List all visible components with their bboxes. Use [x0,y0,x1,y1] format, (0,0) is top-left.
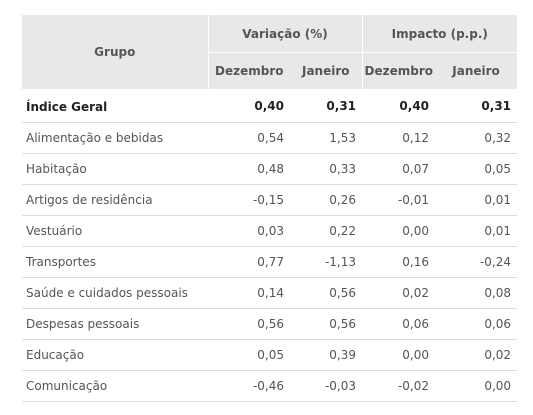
table-row: Educação 0,05 0,39 0,00 0,02 [22,339,518,371]
header-variacao: Variação (%) [208,15,363,53]
row-impacto-dezembro: 0,06 [362,308,436,340]
table-row: Vestuário 0,03 0,22 0,00 0,01 [22,215,518,247]
row-variacao-janeiro: -0,03 [290,370,363,402]
row-group-name: Saúde e cuidados pessoais [22,277,208,309]
row-variacao-janeiro: 0,22 [290,215,363,247]
row-impacto-dezembro: 0,07 [362,153,436,185]
row-variacao-janeiro: 1,53 [290,122,363,154]
table-row: Despesas pessoais 0,56 0,56 0,06 0,06 [22,308,518,340]
row-group-name: Índice Geral [22,89,208,123]
ipca-table: Grupo Variação (%) Impacto (p.p.) Dezemb… [22,15,518,402]
header-impacto-janeiro: Janeiro [435,52,518,89]
row-variacao-dezembro: -0,46 [208,370,290,402]
row-group-name: Despesas pessoais [22,308,208,340]
table-body: Índice Geral 0,40 0,31 0,40 0,31 Aliment… [22,89,518,402]
row-impacto-janeiro: 0,08 [435,277,518,309]
row-variacao-dezembro: -0,15 [208,184,290,216]
table-row: Saúde e cuidados pessoais 0,14 0,56 0,02… [22,277,518,309]
row-variacao-janeiro: 0,39 [290,339,363,371]
row-impacto-janeiro: 0,31 [435,89,518,123]
row-variacao-dezembro: 0,05 [208,339,290,371]
row-impacto-dezembro: -0,01 [362,184,436,216]
row-impacto-janeiro: 0,01 [435,215,518,247]
row-variacao-dezembro: 0,03 [208,215,290,247]
table-header: Grupo Variação (%) Impacto (p.p.) Dezemb… [22,15,518,90]
row-variacao-dezembro: 0,77 [208,246,290,278]
row-group-name: Artigos de residência [22,184,208,216]
row-impacto-janeiro: 0,02 [435,339,518,371]
row-group-name: Transportes [22,246,208,278]
row-impacto-janeiro: 0,06 [435,308,518,340]
row-variacao-janeiro: 0,33 [290,153,363,185]
table-row: Alimentação e bebidas 0,54 1,53 0,12 0,3… [22,122,518,154]
row-variacao-janeiro: -1,13 [290,246,363,278]
table-row: Habitação 0,48 0,33 0,07 0,05 [22,153,518,185]
header-impacto-dezembro: Dezembro [361,52,436,89]
row-impacto-dezembro: 0,40 [362,89,436,123]
row-variacao-janeiro: 0,26 [290,184,363,216]
row-impacto-dezembro: -0,02 [362,370,436,402]
row-impacto-dezembro: 0,02 [362,277,436,309]
row-impacto-dezembro: 0,16 [362,246,436,278]
row-variacao-janeiro: 0,56 [290,308,363,340]
row-variacao-dezembro: 0,48 [208,153,290,185]
row-impacto-dezembro: 0,12 [362,122,436,154]
row-impacto-dezembro: 0,00 [362,215,436,247]
row-group-name: Vestuário [22,215,208,247]
row-impacto-janeiro: 0,32 [435,122,518,154]
table-row: Comunicação -0,46 -0,03 -0,02 0,00 [22,370,518,402]
row-variacao-dezembro: 0,56 [208,308,290,340]
header-variacao-dezembro: Dezembro [208,52,290,89]
header-variacao-janeiro: Janeiro [290,52,363,89]
ipca-table-container: Grupo Variação (%) Impacto (p.p.) Dezemb… [22,15,518,402]
row-variacao-dezembro: 0,40 [208,89,290,123]
row-group-name: Habitação [22,153,208,185]
row-impacto-janeiro: -0,24 [435,246,518,278]
row-impacto-janeiro: 0,00 [435,370,518,402]
row-variacao-dezembro: 0,54 [208,122,290,154]
row-variacao-janeiro: 0,31 [290,89,363,123]
row-group-name: Alimentação e bebidas [22,122,208,154]
row-group-name: Educação [22,339,208,371]
table-row: Índice Geral 0,40 0,31 0,40 0,31 [22,89,518,123]
table-row: Transportes 0,77 -1,13 0,16 -0,24 [22,246,518,278]
header-impacto: Impacto (p.p.) [361,15,518,53]
row-variacao-dezembro: 0,14 [208,277,290,309]
header-grupo: Grupo [22,15,209,90]
table-row: Artigos de residência -0,15 0,26 -0,01 0… [22,184,518,216]
row-impacto-janeiro: 0,05 [435,153,518,185]
row-variacao-janeiro: 0,56 [290,277,363,309]
row-impacto-dezembro: 0,00 [362,339,436,371]
row-impacto-janeiro: 0,01 [435,184,518,216]
row-group-name: Comunicação [22,370,208,402]
